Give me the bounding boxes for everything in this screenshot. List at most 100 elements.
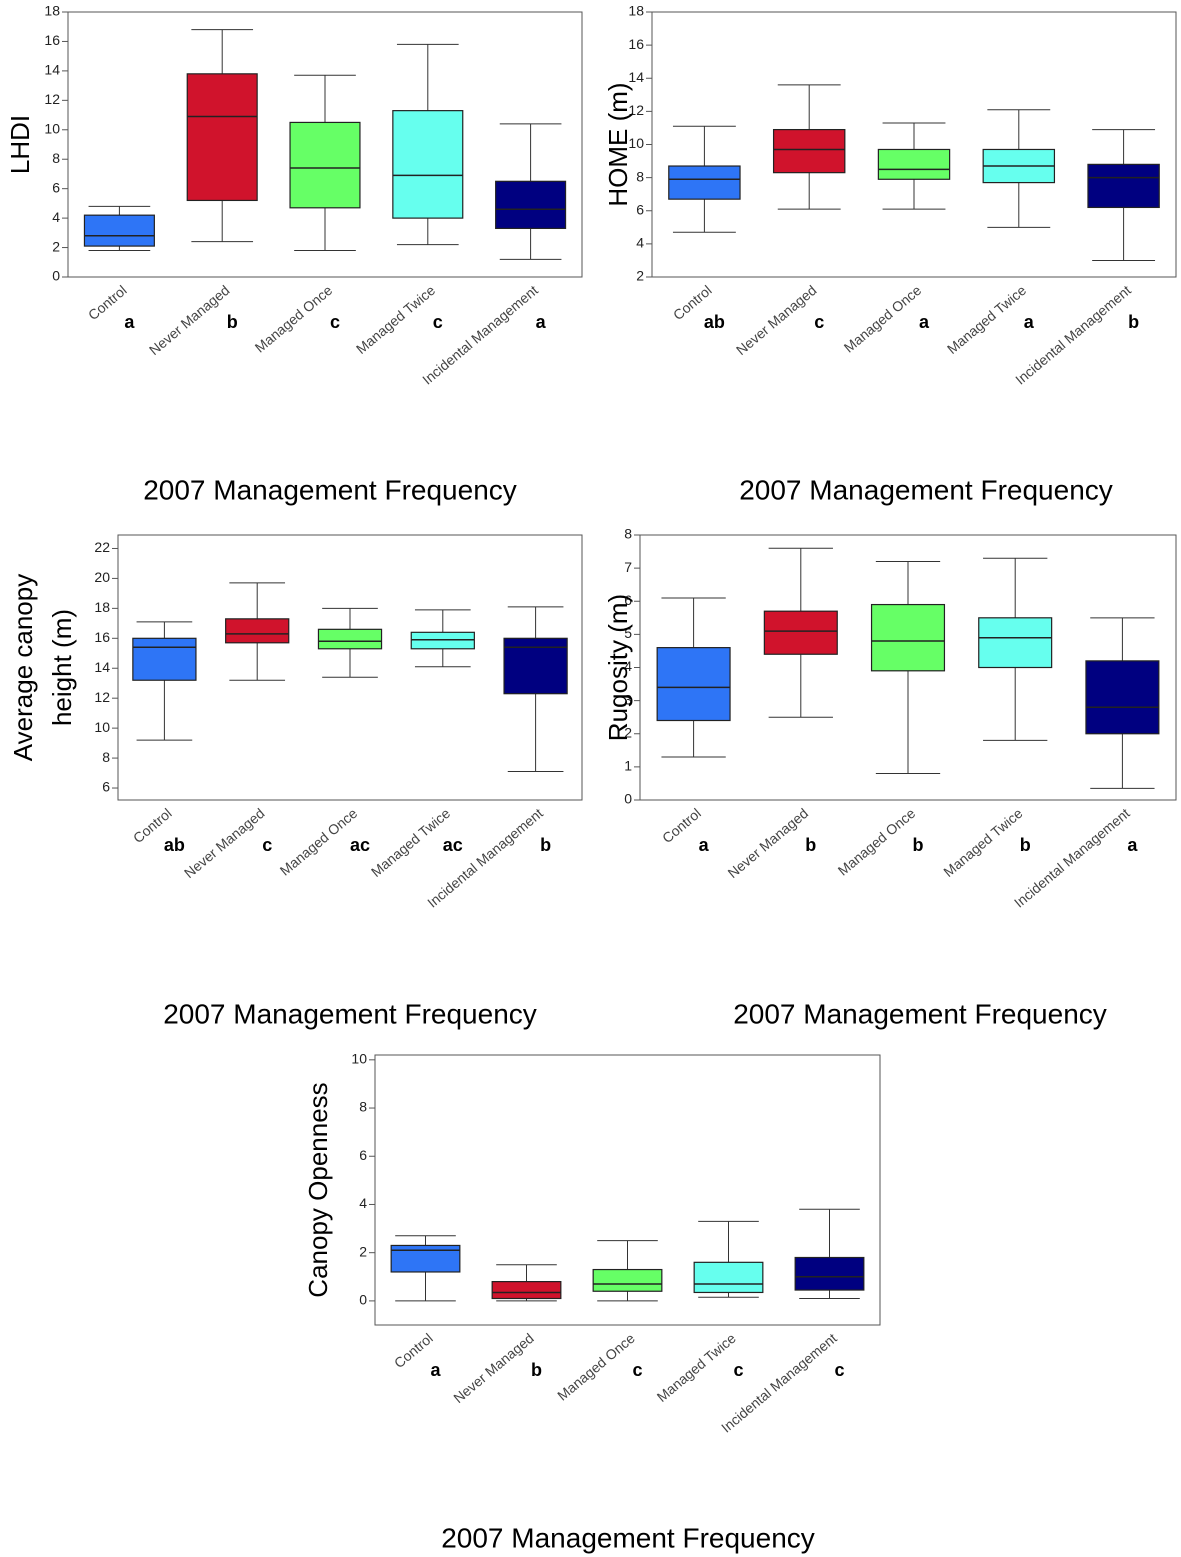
y-tick-label: 18: [44, 3, 60, 19]
box: [491, 1281, 562, 1300]
y-tick-label: 10: [628, 135, 644, 151]
box: [870, 603, 946, 672]
category-label: Managed Twice: [353, 282, 438, 357]
box: [317, 628, 383, 650]
box: [83, 214, 155, 247]
y-tick-label: 20: [94, 569, 110, 585]
box: [495, 180, 567, 230]
significance-letter: b: [913, 835, 924, 855]
box: [225, 618, 290, 644]
y-tick-label: 10: [44, 120, 60, 136]
significance-letter: b: [1020, 835, 1031, 855]
significance-letter: c: [814, 312, 824, 332]
y-tick-label: 3: [624, 691, 632, 707]
box: [763, 610, 838, 655]
y-tick-label: 22: [94, 539, 110, 555]
box: [390, 1244, 461, 1273]
significance-letter: ab: [704, 312, 725, 332]
y-tick-label: 18: [628, 3, 644, 19]
y-tick-label: 4: [359, 1195, 367, 1211]
y-tick-label: 8: [359, 1099, 367, 1115]
y-tick-label: 6: [52, 179, 60, 195]
y-tick-label: 8: [102, 749, 110, 765]
x-axis-label: 2007 Management Frequency: [739, 474, 1113, 505]
y-tick-label: 0: [359, 1292, 367, 1308]
y-tick-label: 6: [102, 779, 110, 795]
box: [978, 617, 1053, 669]
plot-frame: [374, 1054, 881, 1326]
significance-letter: a: [1127, 835, 1138, 855]
significance-letter: c: [262, 835, 272, 855]
box: [1087, 163, 1160, 209]
box: [668, 165, 741, 200]
category-label: Managed Twice: [944, 282, 1029, 357]
significance-letter: a: [430, 1360, 441, 1380]
category-label: Incidental Management: [718, 1330, 840, 1436]
category-label: Never Managed: [733, 282, 820, 358]
category-label: Incidental Management: [1012, 282, 1134, 388]
y-tick-label: 2: [624, 724, 632, 740]
significance-letter: b: [531, 1360, 542, 1380]
y-tick-label: 1: [624, 758, 632, 774]
significance-letter: b: [540, 835, 551, 855]
y-tick-label: 4: [624, 658, 632, 674]
y-axis-label: Average canopy: [8, 574, 38, 761]
box: [656, 647, 731, 722]
category-label: Managed Twice: [654, 1330, 739, 1405]
x-axis-label: 2007 Management Frequency: [441, 1522, 815, 1553]
box: [392, 110, 464, 219]
y-tick-label: 2: [636, 268, 644, 284]
category-label: Never Managed: [146, 282, 233, 358]
significance-letter: c: [330, 312, 340, 332]
significance-letter: ac: [350, 835, 370, 855]
y-axis-label: height (m): [47, 609, 77, 726]
y-axis-label: LHDI: [5, 115, 35, 174]
y-tick-label: 0: [52, 268, 60, 284]
box: [289, 121, 361, 209]
box: [592, 1268, 663, 1292]
x-axis-label: 2007 Management Frequency: [733, 998, 1107, 1029]
category-label: Never Managed: [181, 805, 268, 881]
y-axis-label: HOME (m): [603, 82, 633, 206]
category-label: Managed Once: [554, 1330, 638, 1404]
y-tick-label: 14: [628, 69, 644, 85]
significance-letter: a: [699, 835, 710, 855]
y-tick-label: 8: [624, 526, 632, 542]
category-label: Managed Twice: [940, 805, 1025, 880]
y-tick-label: 4: [52, 209, 60, 225]
significance-letter: ac: [443, 835, 463, 855]
category-label: Control: [659, 805, 704, 846]
y-axis-label: Canopy Openness: [303, 1082, 333, 1297]
y-tick-label: 2: [52, 238, 60, 254]
y-tick-label: 10: [351, 1051, 367, 1067]
significance-letter: b: [1128, 312, 1139, 332]
box: [794, 1256, 865, 1291]
box: [877, 148, 951, 180]
significance-letter: c: [632, 1360, 642, 1380]
significance-letter: c: [834, 1360, 844, 1380]
significance-letter: c: [733, 1360, 743, 1380]
y-tick-label: 0: [624, 791, 632, 807]
significance-letter: b: [227, 312, 238, 332]
significance-letter: a: [919, 312, 930, 332]
y-tick-label: 7: [624, 559, 632, 575]
y-tick-label: 18: [94, 599, 110, 615]
significance-letter: b: [805, 835, 816, 855]
y-tick-label: 16: [44, 32, 60, 48]
y-axis-label: Rugosity (m): [603, 594, 633, 741]
category-label: Incidental Management: [419, 282, 541, 388]
y-tick-label: 16: [94, 629, 110, 645]
y-tick-label: 2: [359, 1243, 367, 1259]
x-axis-label: 2007 Management Frequency: [163, 998, 537, 1029]
category-label: Never Managed: [450, 1330, 537, 1406]
y-tick-label: 4: [636, 235, 644, 251]
significance-letter: c: [433, 312, 443, 332]
y-tick-label: 6: [359, 1147, 367, 1163]
box: [132, 637, 197, 681]
box: [772, 128, 846, 174]
category-label: Managed Twice: [368, 805, 453, 880]
category-label: Managed Once: [835, 805, 919, 879]
category-label: Managed Once: [252, 282, 336, 356]
